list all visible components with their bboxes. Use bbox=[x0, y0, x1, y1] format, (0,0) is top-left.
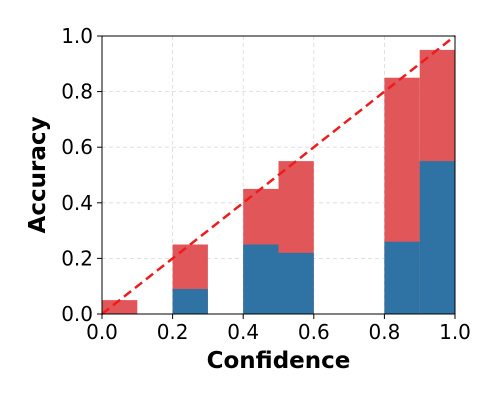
y-tick-label: 0.6 bbox=[61, 135, 93, 159]
y-tick-label: 0.8 bbox=[61, 80, 93, 104]
x-tick-label: 0.8 bbox=[368, 320, 400, 344]
y-axis-ticks: 0.0 0.2 0.4 0.6 0.8 1.0 bbox=[61, 24, 102, 326]
y-tick-label: 0.2 bbox=[61, 246, 93, 270]
bar-series2-bin-5 bbox=[278, 252, 314, 314]
y-tick-label: 1.0 bbox=[61, 24, 93, 48]
bar-series2-bin-2 bbox=[172, 288, 208, 314]
x-tick-label: 0.2 bbox=[157, 320, 189, 344]
bar-series2-bin-9 bbox=[419, 161, 455, 314]
x-axis-ticks: 0.0 0.2 0.4 0.6 0.8 1.0 bbox=[86, 314, 471, 344]
reference-diagonal-line bbox=[101, 35, 456, 315]
bar-series2-bin-8 bbox=[384, 241, 420, 314]
x-axis-title: Confidence bbox=[207, 348, 351, 374]
x-tick-label: 0.0 bbox=[86, 320, 118, 344]
x-tick-label: 1.0 bbox=[439, 320, 471, 344]
y-tick-label: 0.4 bbox=[61, 191, 93, 215]
x-tick-label: 0.4 bbox=[227, 320, 259, 344]
y-tick-label: 0.0 bbox=[61, 302, 93, 326]
x-tick-label: 0.6 bbox=[298, 320, 330, 344]
y-axis-title: Accuracy bbox=[25, 117, 51, 234]
bar-series1-bin-0 bbox=[102, 300, 138, 314]
plot-area-frame bbox=[101, 35, 456, 315]
bar-series2-bin-4 bbox=[243, 244, 279, 314]
bars bbox=[102, 49, 455, 315]
